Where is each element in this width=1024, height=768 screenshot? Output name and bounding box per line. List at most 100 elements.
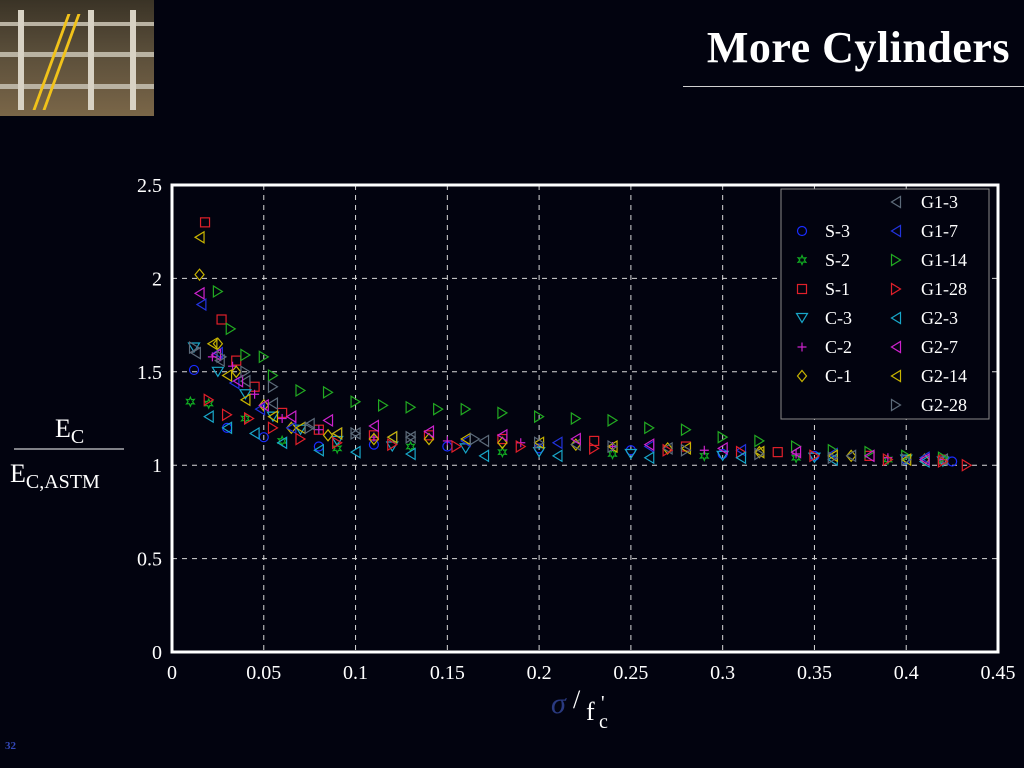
data-point [193, 286, 205, 300]
data-point [277, 414, 287, 423]
data-point [459, 443, 473, 455]
x-tick-label: 0.45 [981, 662, 1016, 684]
svg-text:EC: EC [55, 414, 84, 448]
svg-text:f: f [586, 697, 595, 726]
data-point [433, 402, 444, 416]
legend-label: G1-7 [921, 221, 958, 241]
data-point [267, 410, 279, 424]
data-point [230, 365, 242, 379]
data-point [286, 421, 297, 435]
data-point [460, 434, 471, 448]
data-point [451, 439, 463, 454]
data-point [195, 297, 207, 312]
data-point [735, 445, 747, 459]
data-point [827, 451, 839, 465]
data-point [478, 449, 490, 463]
data-point [349, 445, 361, 459]
data-point [267, 396, 279, 411]
legend-marker [890, 369, 902, 383]
data-point [350, 426, 362, 441]
legend-label: C-3 [825, 308, 852, 328]
x-tick-label: 0.05 [246, 662, 281, 684]
legend: S-3 S-2 S-1 C-3 C-2 C-1 G1-3 G1-7 G1-14 G1-28 G2-3… [780, 188, 990, 420]
data-point [232, 374, 244, 388]
slide-title: More Cylinders [706, 23, 1010, 72]
legend-label: G2-3 [921, 308, 958, 328]
legend-label: G2-28 [921, 395, 967, 415]
data-point [216, 350, 228, 364]
data-point [203, 393, 215, 407]
x-tick-labels: 0 0.05 0.1 0.15 0.2 0.25 0.3 0.35 0.4 0.45 [167, 662, 1016, 684]
data-point [331, 426, 343, 441]
legend-marker [795, 312, 809, 324]
y-tick-label: 2 [152, 268, 162, 290]
data-point [589, 441, 600, 455]
legend-marker [890, 398, 902, 412]
data-point [643, 451, 655, 465]
legend-marker [890, 340, 902, 354]
y-tick-label: 2.5 [137, 175, 162, 197]
data-point [570, 432, 581, 446]
lab-photo [0, 0, 154, 116]
data-point [211, 366, 225, 378]
data-point [243, 411, 255, 426]
data-point [551, 449, 563, 463]
data-point [405, 430, 417, 444]
data-point [304, 421, 316, 435]
data-point [258, 398, 269, 412]
x-tick-label: 0.35 [797, 662, 832, 684]
data-point [570, 438, 581, 452]
data-point [386, 430, 398, 444]
data-point [187, 342, 201, 354]
legend-box [780, 188, 990, 420]
data-point [661, 441, 673, 455]
data-point [662, 443, 674, 457]
data-point [225, 322, 237, 336]
data-point [258, 350, 270, 364]
data-point [864, 445, 876, 459]
svg-text:EC,ASTM: EC,ASTM [10, 459, 100, 493]
legend-label: S-1 [825, 279, 850, 299]
legend-label: C-2 [825, 337, 852, 357]
data-point [680, 443, 692, 457]
legend-marker [796, 253, 808, 267]
data-point [442, 436, 452, 446]
data-point [276, 436, 288, 450]
data-point [699, 449, 710, 462]
data-point [221, 368, 233, 383]
data-point [188, 364, 200, 376]
legend-marker [890, 195, 902, 209]
data-point [919, 453, 930, 467]
data-point [772, 447, 783, 458]
data-point [827, 447, 838, 461]
legend-marker [796, 369, 808, 383]
data-point [285, 410, 297, 424]
data-point [680, 441, 692, 455]
x-tick-label: 0.4 [894, 662, 919, 684]
data-point [680, 423, 692, 437]
data-point [322, 385, 334, 399]
series-G1-14 [212, 284, 949, 465]
legend-marker [796, 283, 808, 295]
data-point [643, 439, 655, 454]
data-point [331, 426, 343, 441]
y-tick-label: 0.5 [137, 549, 162, 571]
data-point [206, 337, 218, 351]
data-point [212, 284, 224, 299]
x-tick-label: 0 [167, 662, 177, 684]
data-point [267, 368, 279, 383]
data-point [314, 425, 324, 435]
data-point [753, 445, 765, 459]
data-point [918, 453, 930, 467]
legend-label: C-1 [825, 366, 852, 386]
data-point [469, 432, 481, 446]
legend-label: S-2 [825, 250, 850, 270]
data-point [460, 432, 471, 446]
data-point [882, 453, 894, 467]
data-point [404, 447, 416, 461]
data-point [188, 340, 200, 355]
data-point [239, 393, 251, 407]
legend-label: G1-28 [921, 279, 967, 299]
data-point [717, 430, 729, 444]
